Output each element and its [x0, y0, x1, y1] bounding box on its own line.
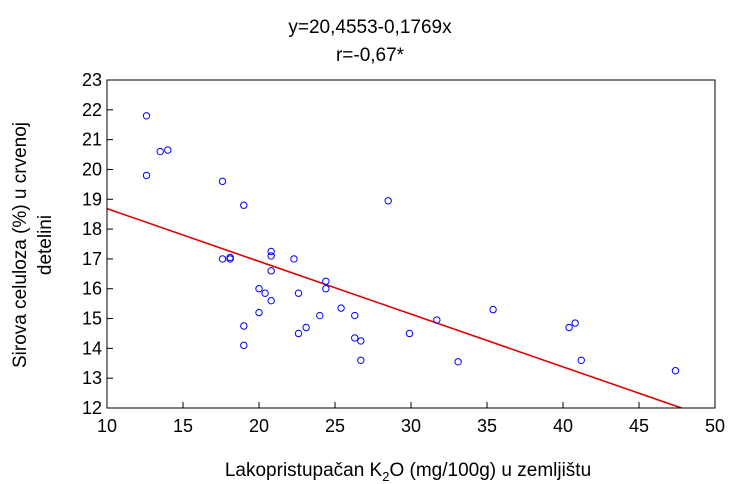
scatter-point: [240, 322, 248, 330]
scatter-point: [294, 289, 303, 297]
y-axis-label-line1: Sirova celuloza (%) u crvenoj: [10, 122, 31, 368]
scatter-point: [226, 253, 234, 262]
scatter-point: [142, 112, 151, 120]
y-tick-label: 20: [82, 159, 102, 179]
scatter-point: [261, 289, 269, 297]
scatter-point: [322, 285, 330, 293]
y-tick-label: 12: [82, 398, 102, 418]
x-tick-label: 30: [401, 416, 421, 436]
x-tick-label: 20: [249, 416, 269, 436]
x-tick-label: 35: [477, 416, 497, 436]
axis-ticks: 10 15 20 25 30 35 40 45 50 12 13 14 15 16 17 18 19 20 21 22…: [82, 70, 725, 436]
points-layer: [142, 112, 680, 375]
plot-frame: [106, 79, 716, 409]
scatter-point: [337, 304, 345, 312]
scatter-point: [565, 323, 573, 332]
x-axis-label-pre: Lakopristupačan K: [225, 460, 383, 481]
scatter-point: [351, 311, 359, 320]
scatter-point: [302, 323, 310, 332]
y-tick-label: 13: [82, 368, 102, 388]
scatter-point: [240, 201, 248, 209]
y-tick-label: 18: [82, 219, 102, 239]
scatter-point: [267, 267, 275, 275]
y-tick-label: 14: [82, 338, 102, 358]
scatter-point: [577, 356, 585, 364]
scatter-point: [267, 252, 275, 260]
scatter-point: [405, 329, 414, 338]
x-tick-label: 15: [173, 416, 193, 436]
scatter-point: [489, 305, 497, 314]
x-tick-label: 40: [553, 416, 573, 436]
regression-line: [107, 207, 684, 408]
scatter-point: [433, 316, 441, 324]
scatter-point: [226, 255, 234, 263]
scatter-point: [218, 255, 227, 263]
regression-layer: [107, 207, 684, 408]
scatter-point: [454, 358, 462, 366]
x-tick-label: 25: [325, 416, 345, 436]
y-tick-label: 17: [82, 249, 102, 269]
y-tick-label: 16: [82, 279, 102, 299]
scatter-point: [357, 337, 365, 345]
scatter-point: [142, 171, 151, 180]
x-axis-label-post: O (mg/100g) u zemljištu: [389, 460, 591, 481]
scatter-point: [255, 308, 263, 317]
scatter-point: [240, 341, 248, 350]
y-tick-label: 22: [82, 100, 102, 120]
y-tick-label: 19: [82, 189, 102, 209]
scatter-point: [294, 329, 303, 338]
chart-subtitle: r=-0,67*: [336, 45, 405, 66]
x-axis-label-sub: 2: [382, 469, 389, 484]
x-tick-label: 45: [629, 416, 649, 436]
scatter-point: [218, 177, 227, 186]
plot-content: [107, 112, 684, 408]
scatter-point: [384, 197, 392, 205]
scatter-point: [267, 247, 275, 256]
scatter-point: [255, 285, 263, 293]
scatter-point: [357, 356, 365, 364]
scatter-point: [267, 296, 275, 305]
y-tick-label: 23: [82, 70, 102, 90]
scatter-point: [316, 311, 324, 320]
x-tick-label: 50: [705, 416, 725, 436]
x-tick-label: 10: [97, 416, 117, 436]
y-axis-label-line2: detelini: [35, 215, 56, 275]
y-axis-label: Sirova celuloza (%) u crvenoj detelini: [10, 122, 56, 368]
scatter-point: [322, 277, 330, 285]
scatter-point: [156, 147, 164, 156]
scatter-point: [571, 319, 579, 327]
scatter-point: [671, 367, 680, 375]
x-axis-label: Lakopristupačan K2O (mg/100g) u zemljišt…: [225, 460, 591, 484]
y-tick-label: 21: [82, 130, 102, 150]
scatter-point: [351, 334, 359, 342]
y-tick-label: 15: [82, 309, 102, 329]
chart-title: y=20,4553-0,1769x: [288, 17, 452, 38]
scatter-point: [290, 255, 298, 263]
scatter-point: [164, 146, 172, 154]
